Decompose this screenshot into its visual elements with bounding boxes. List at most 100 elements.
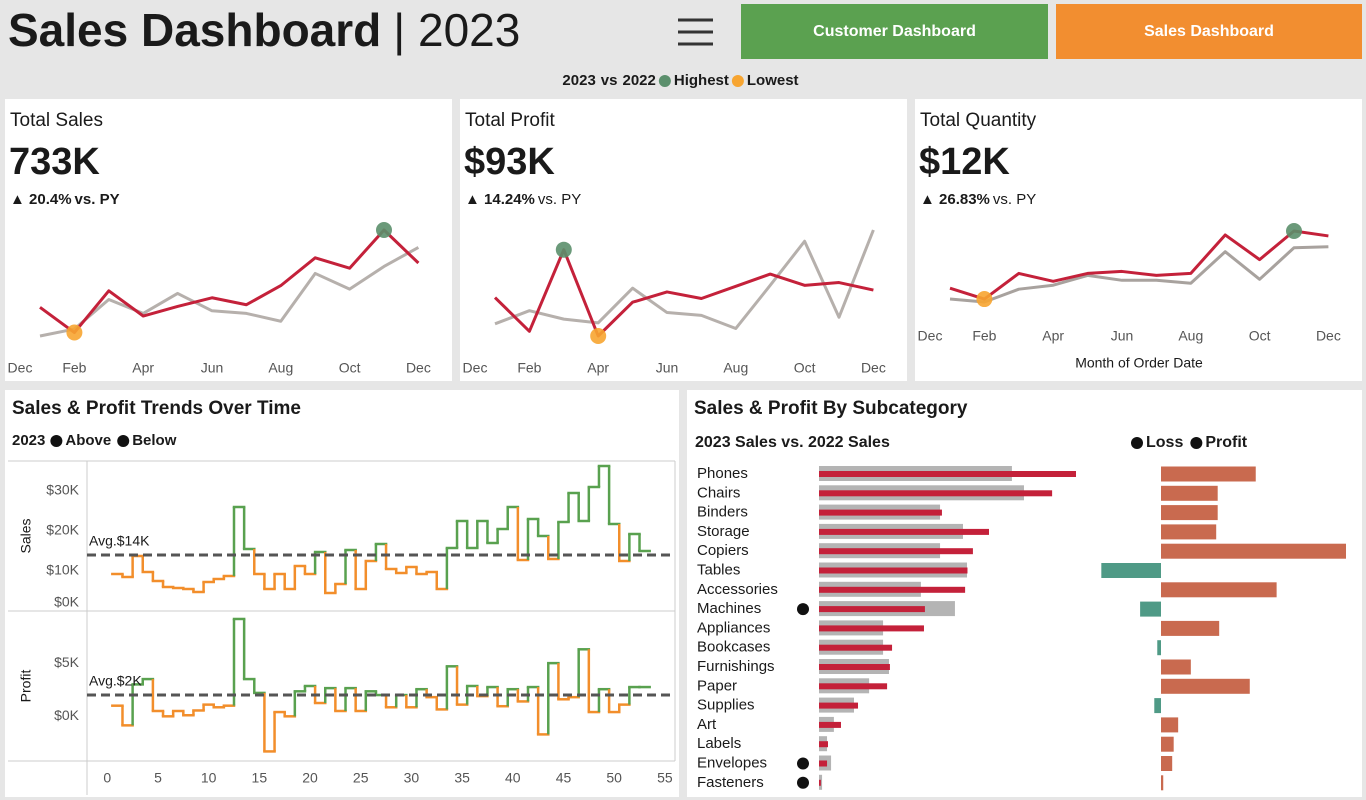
legend-loss: Loss [1146,434,1183,451]
legend: Loss Profit [1131,434,1248,451]
nav-button[interactable]: Sales Dashboard [1056,4,1362,59]
category-label: Copiers [697,542,749,559]
card-bg [915,99,1362,381]
decline-indicator [797,603,809,616]
chart-subtitle: 2023 Sales vs. 2022 Sales [695,434,890,451]
legend-dot [50,435,63,447]
legend-dot [658,75,671,87]
nav-button[interactable]: Customer Dashboard [741,4,1048,59]
bar-2023 [819,471,1076,477]
bar-2023 [819,567,968,574]
card-bg [5,390,679,797]
x-tick-label: Feb [62,360,86,376]
profit-bar [1154,698,1161,714]
x-tick-label: Aug [1178,328,1203,344]
x-tick-label: 5 [154,770,162,786]
line [494,229,875,330]
x-tick-label: Oct [339,360,361,376]
x-tick-label: Feb [972,328,996,344]
category-label: Machines [697,600,761,617]
x-tick-label: 10 [201,770,217,786]
profit-bar [1161,717,1179,733]
profit-bar [1161,736,1174,752]
profit-bar [1161,582,1277,598]
x-tick-label: Dec [406,360,431,376]
category-label: Tables [697,561,740,578]
x-tick-label: Dec [463,360,488,376]
line [949,229,1329,301]
y-axis-title: Sales [18,518,34,553]
legend-below: Below [132,432,177,449]
bar-2023 [819,586,966,593]
title-year: | 2023 [393,4,520,56]
card-change: ▲ 20.4% [10,191,72,208]
x-tick-label: Jun [201,360,224,376]
legend-highest: Highest [674,72,729,89]
legend: ▲ 14.24% vs. PY [465,191,581,208]
y-tick-label: $0K [54,707,80,723]
legend: ▲ 26.83% vs. PY [920,191,1036,208]
y-tick-label: $30K [46,482,79,498]
x-axis-title: Month of Order Date [1075,355,1203,371]
profit-bar [1161,466,1256,482]
line [493,248,874,338]
legend-vs: vs [601,72,618,89]
y-tick-label: $10K [46,562,79,578]
x-tick-label: 50 [606,770,622,786]
highest-marker [1286,223,1302,239]
x-tick-label: Oct [794,360,816,376]
x-tick-label: Feb [517,360,541,376]
menu-icon[interactable] [678,18,713,46]
x-tick-label: 0 [103,770,111,786]
bar-2023 [819,625,924,632]
card-total: $12K [919,141,1010,183]
card-bg [460,99,907,381]
chart-title: Sales & Profit Trends Over Time [12,398,301,419]
card-title: Total Quantity [920,110,1037,131]
card-total: $93K [464,141,555,183]
category-label: Envelopes [697,754,767,771]
x-tick-label: Dec [861,360,886,376]
category-label: Accessories [697,581,778,598]
y-tick-label: $0K [54,594,80,610]
bar-2023 [819,741,828,748]
trend-chart: Sales & Profit Trends Over Time 2023 Above… [5,390,679,797]
category-label: Appliances [697,619,770,636]
legend-dot [1131,437,1143,449]
bar-2023 [819,644,893,651]
x-tick-label: Oct [1249,328,1271,344]
x-tick-label: 55 [657,770,673,786]
profit-bar [1140,601,1161,617]
card-change-note: vs. PY [538,191,581,208]
x-tick-label: Apr [587,360,609,376]
x-tick-label: Aug [723,360,748,376]
card-total: 733K [9,141,100,183]
y-axis-title: Profit [18,670,34,703]
card-change-note: vs. PY [993,191,1036,208]
profit-bar [1157,640,1161,656]
y-tick-label: $5K [54,654,80,670]
highest-marker [376,222,392,238]
x-tick-label: Jun [656,360,679,376]
x-tick-label: 45 [556,770,572,786]
legend-dot [731,75,744,87]
bar-2023 [819,548,973,555]
highest-marker [555,241,572,258]
bar-2023 [819,490,1053,497]
card-title: Total Profit [465,110,555,131]
legend-lowest: Lowest [747,72,799,89]
x-tick-label: Dec [8,360,33,376]
category-label: Paper [697,677,737,694]
category-label: Binders [697,504,748,521]
line [39,246,420,338]
bar-2023 [819,528,989,535]
card-change: ▲ 14.24% [465,191,535,208]
legend-dot [1190,437,1203,449]
x-tick-label: 35 [454,770,470,786]
bar-2023 [819,606,925,613]
category-label: Phones [697,465,748,482]
profit-bar [1161,620,1220,636]
profit-bar [1161,775,1164,791]
